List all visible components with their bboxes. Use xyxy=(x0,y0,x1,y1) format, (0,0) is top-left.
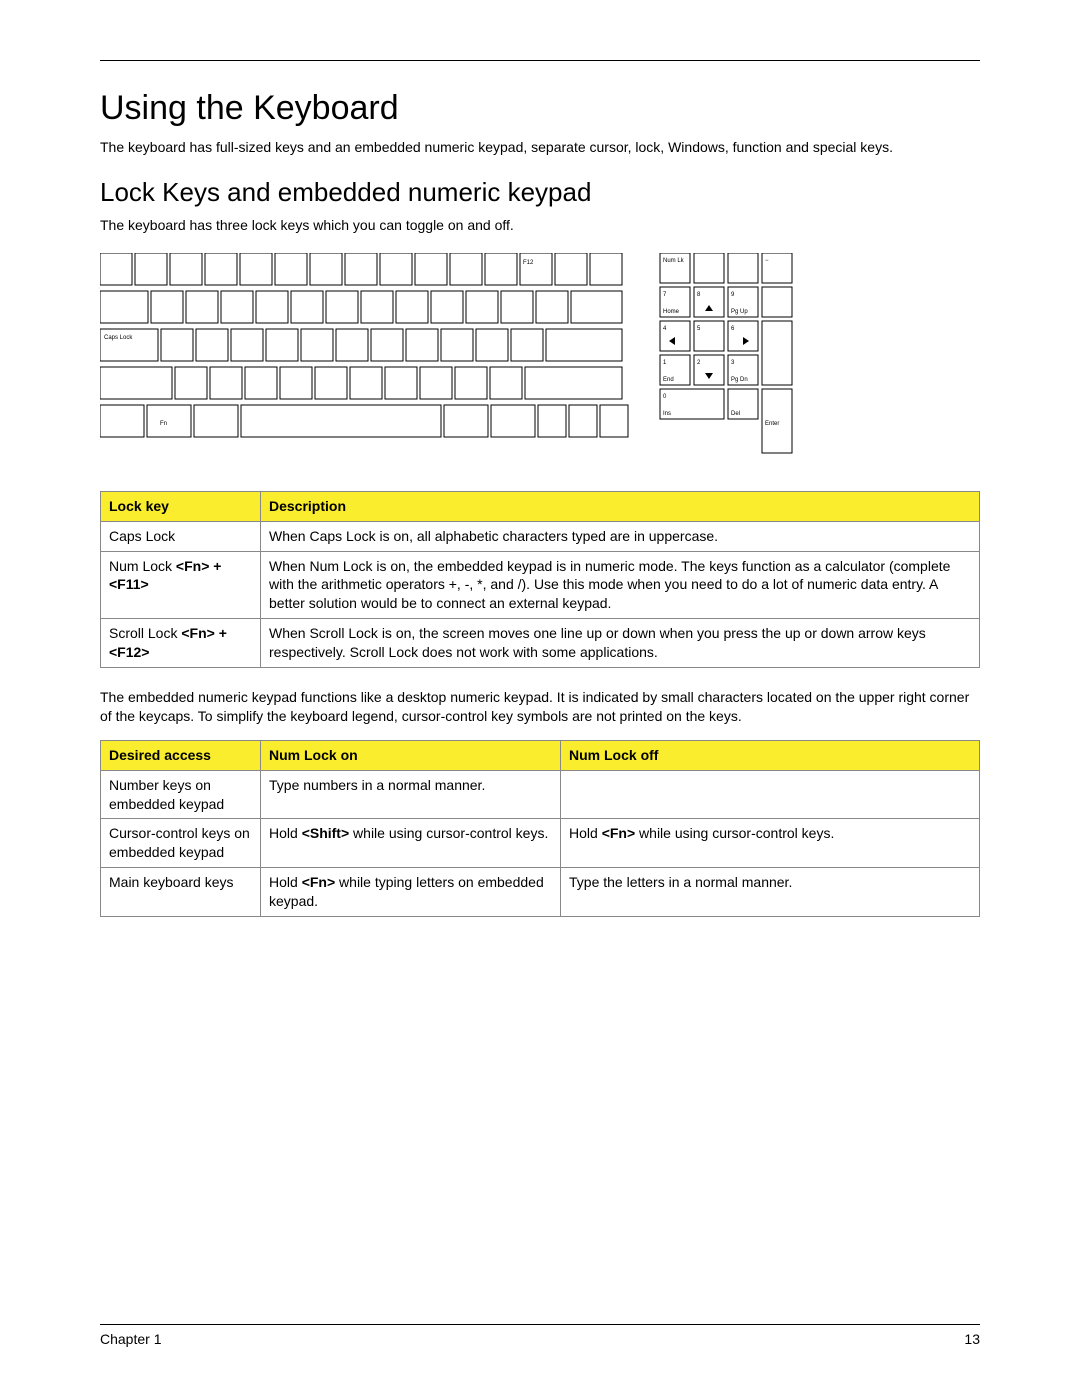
svg-text:End: End xyxy=(663,377,674,383)
lock-key-cell: Caps Lock xyxy=(101,521,261,551)
svg-text:Pg Up: Pg Up xyxy=(731,309,748,315)
col-numlock-off: Num Lock off xyxy=(561,740,980,770)
col-desired-access: Desired access xyxy=(101,740,261,770)
svg-text:Del: Del xyxy=(731,411,740,417)
access-cell: Cursor-control keys on embedded keypad xyxy=(101,819,261,868)
keyboard-svg: Caps Lock Fn F12 Num Lk − 7 8 9 Home Pg … xyxy=(100,253,880,463)
table-row: Caps Lock When Caps Lock is on, all alph… xyxy=(101,521,980,551)
description-cell: When Num Lock is on, the embedded keypad… xyxy=(261,551,980,619)
svg-text:−: − xyxy=(765,258,769,264)
col-lock-key: Lock key xyxy=(101,491,261,521)
fn-key-label: Fn xyxy=(160,421,167,427)
svg-text:Ins: Ins xyxy=(663,411,671,417)
page-footer: Chapter 1 13 xyxy=(100,1324,980,1347)
caps-lock-label: Caps Lock xyxy=(104,335,133,341)
mid-paragraph: The embedded numeric keypad functions li… xyxy=(100,688,980,726)
numlock-on-cell: Type numbers in a normal manner. xyxy=(261,770,561,819)
footer-page-number: 13 xyxy=(964,1331,980,1347)
document-page: Using the Keyboard The keyboard has full… xyxy=(0,0,1080,1397)
table-row: Number keys on embedded keypad Type numb… xyxy=(101,770,980,819)
access-cell: Number keys on embedded keypad xyxy=(101,770,261,819)
table-row: Num Lock <Fn> + <F11> When Num Lock is o… xyxy=(101,551,980,619)
table-row: Main keyboard keys Hold <Fn> while typin… xyxy=(101,868,980,917)
top-rule xyxy=(100,60,980,61)
lock-key-cell: Scroll Lock <Fn> + <F12> xyxy=(101,619,261,668)
intro-paragraph: The keyboard has full-sized keys and an … xyxy=(100,138,980,157)
f12-label: F12 xyxy=(523,260,534,266)
section-title: Lock Keys and embedded numeric keypad xyxy=(100,177,980,208)
table-row: Cursor-control keys on embedded keypad H… xyxy=(101,819,980,868)
table-row: Scroll Lock <Fn> + <F12> When Scroll Loc… xyxy=(101,619,980,668)
col-numlock-on: Num Lock on xyxy=(261,740,561,770)
svg-text:Home: Home xyxy=(663,309,680,315)
numlock-access-table: Desired access Num Lock on Num Lock off … xyxy=(100,740,980,917)
numlk-label: Num Lk xyxy=(663,258,685,264)
col-description: Description xyxy=(261,491,980,521)
numlock-off-cell: Type the letters in a normal manner. xyxy=(561,868,980,917)
numlock-off-cell: Hold <Fn> while using cursor-control key… xyxy=(561,819,980,868)
numlock-on-cell: Hold <Fn> while typing letters on embedd… xyxy=(261,868,561,917)
keyboard-figure: Caps Lock Fn F12 Num Lk − 7 8 9 Home Pg … xyxy=(100,253,980,463)
footer-chapter: Chapter 1 xyxy=(100,1331,161,1347)
svg-text:Enter: Enter xyxy=(765,421,779,427)
access-cell: Main keyboard keys xyxy=(101,868,261,917)
lock-key-cell: Num Lock <Fn> + <F11> xyxy=(101,551,261,619)
numlock-on-cell: Hold <Shift> while using cursor-control … xyxy=(261,819,561,868)
table-header-row: Lock key Description xyxy=(101,491,980,521)
lock-keys-table: Lock key Description Caps Lock When Caps… xyxy=(100,491,980,668)
section-intro: The keyboard has three lock keys which y… xyxy=(100,216,980,235)
numlock-off-cell xyxy=(561,770,980,819)
description-cell: When Caps Lock is on, all alphabetic cha… xyxy=(261,521,980,551)
table-header-row: Desired access Num Lock on Num Lock off xyxy=(101,740,980,770)
page-title: Using the Keyboard xyxy=(100,89,980,128)
description-cell: When Scroll Lock is on, the screen moves… xyxy=(261,619,980,668)
svg-text:Pg Dn: Pg Dn xyxy=(731,377,748,383)
